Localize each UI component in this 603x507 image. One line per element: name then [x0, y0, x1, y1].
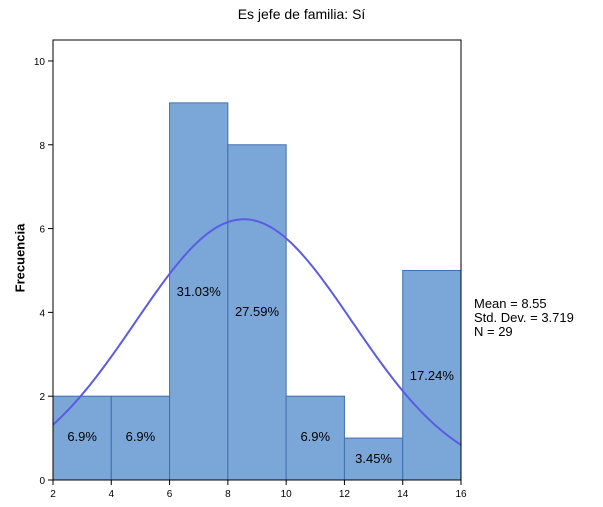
- y-tick-label: 0: [39, 476, 45, 487]
- y-tick-label: 4: [39, 308, 45, 319]
- stat-n: N = 29: [474, 324, 513, 339]
- histogram-bar: [285, 395, 345, 481]
- x-tick-label: 16: [455, 489, 467, 500]
- y-tick-label: 2: [39, 392, 45, 403]
- x-tick-label: 14: [397, 489, 409, 500]
- histogram-bar: [227, 144, 287, 481]
- histogram-bar: [343, 437, 404, 481]
- x-tick-label: 4: [109, 489, 115, 500]
- bar-percent-label: 27.59%: [235, 304, 280, 319]
- bar-percent-label: 17.24%: [410, 368, 455, 383]
- bar-percent-label: 6.9%: [67, 429, 97, 444]
- stat-std: Std. Dev. = 3.719: [474, 310, 574, 325]
- y-tick-label: 10: [34, 57, 46, 68]
- x-tick-label: 12: [339, 489, 351, 500]
- x-tick-label: 2: [50, 489, 56, 500]
- histogram-bar: [402, 269, 462, 481]
- x-tick-label: 6: [167, 489, 173, 500]
- normal-curve: [52, 218, 462, 446]
- x-tick-label: 10: [281, 489, 293, 500]
- y-tick-label: 6: [39, 225, 45, 236]
- stats-box: Mean = 8.55 Std. Dev. = 3.719 N = 29: [474, 297, 574, 339]
- plot-frame: [52, 39, 462, 481]
- bar-percent-label: 6.9%: [126, 429, 156, 444]
- y-tick-label: 8: [39, 141, 45, 152]
- bar-percent-label: 3.45%: [355, 451, 392, 466]
- x-tick-label: 8: [225, 489, 231, 500]
- stat-mean: Mean = 8.55: [474, 296, 547, 311]
- chart-title: Es jefe de familia: Sí: [237, 6, 366, 22]
- bar-percent-label: 6.9%: [300, 429, 330, 444]
- bar-percent-label: 31.03%: [177, 284, 222, 299]
